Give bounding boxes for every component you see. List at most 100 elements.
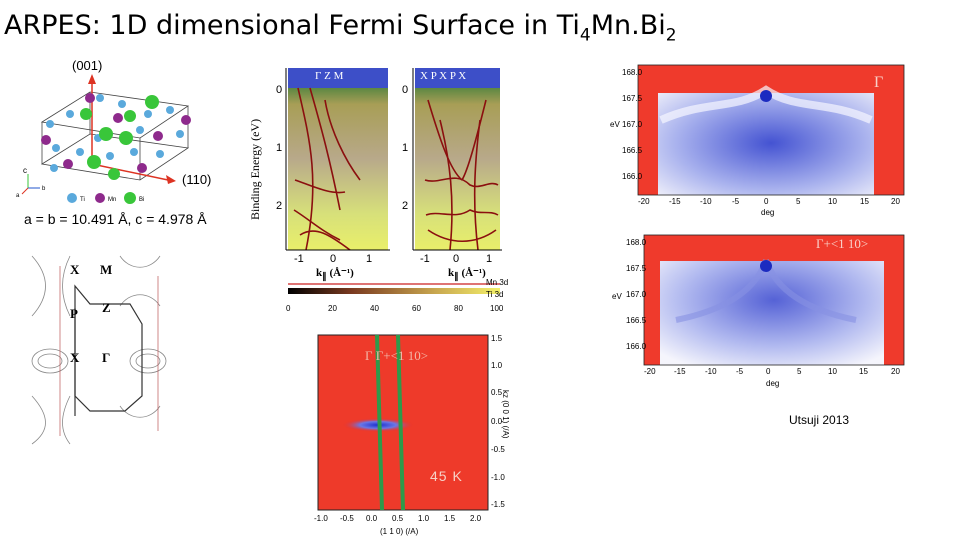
edc-bottom-yaxis: eV — [612, 292, 622, 301]
fermi-map-plot — [317, 334, 489, 511]
dispersion-figure: Binding Energy (eV) — [248, 60, 510, 330]
edc-bottom-ytick-3: 166.5 — [626, 316, 647, 325]
atom-mn — [41, 135, 51, 145]
atom-bi — [87, 155, 101, 169]
edc-top-xtick-1: -15 — [669, 197, 681, 206]
atom-ti — [176, 130, 184, 138]
atom-bi — [124, 110, 136, 122]
atom-ti — [118, 100, 126, 108]
atom-ti — [130, 148, 138, 156]
fm-xaxis-label: (1 1 0) (/A) — [380, 527, 419, 536]
fm-xtick-4: 1.0 — [418, 514, 430, 523]
xtick-left-1: 1 — [366, 253, 373, 265]
edc-top-xtick-2: -10 — [700, 197, 712, 206]
ytick-right-1: 1 — [402, 142, 409, 154]
fm-ytick-6: -1.5 — [491, 500, 505, 509]
edc-bottom-xtick-3: -5 — [736, 367, 744, 376]
ytick-left-2: 2 — [276, 200, 283, 212]
atom-mn — [113, 113, 123, 123]
lattice-constants: a = b = 10.491 Å, c = 4.978 Å — [24, 211, 207, 227]
atom-ti — [136, 126, 144, 134]
atom-bi — [119, 131, 133, 145]
edc-bottom-xtick-4: 0 — [766, 367, 771, 376]
legend-bi: Bi — [139, 197, 144, 203]
fm-yaxis-label: kz (0 0 1) (/A) — [501, 390, 510, 439]
atom-ti — [156, 150, 164, 158]
fm-ytick-1: 1.0 — [491, 361, 503, 370]
xlabel-left: k∥ (Å⁻¹) — [316, 267, 354, 282]
atom-ti — [52, 144, 60, 152]
bz-label-x2: X — [70, 350, 80, 365]
edc-top-plot — [637, 64, 905, 196]
fm-ytick-0: 1.5 — [491, 334, 503, 343]
credit: Utsuji 2013 — [789, 413, 850, 427]
edc-bottom-xtick-1: -15 — [674, 367, 686, 376]
fm-xtick-3: 0.5 — [392, 514, 404, 523]
edc-top-ytick-1: 167.5 — [622, 94, 643, 103]
edc-bottom-xtick-0: -20 — [644, 367, 656, 376]
xlabel-right: k∥ (Å⁻¹) — [448, 267, 486, 282]
atom-ti — [106, 152, 114, 160]
crystal-structure: (001) (110) c a b Ti Mn Bi a = b = 10.49… — [10, 56, 240, 234]
fm-xtick-1: -0.5 — [340, 514, 354, 523]
direction-110-label: (110) — [182, 172, 212, 187]
edc-top-xtick-8: 20 — [891, 197, 900, 206]
edc-bottom-xtick-8: 20 — [891, 367, 900, 376]
edc-bottom-xtick-2: -10 — [705, 367, 717, 376]
bz-label-p: P — [70, 306, 78, 321]
edc-bottom-ytick-0: 168.0 — [626, 238, 647, 247]
title-sub-ti: 4 — [579, 25, 591, 46]
edc-top-xtick-6: 10 — [828, 197, 837, 206]
bz-label-x1: X — [70, 262, 80, 277]
colorbar — [288, 288, 500, 294]
edc-top-xaxis: deg — [761, 208, 775, 217]
edc-map-bottom: Γ+<1 10> eV 168.0 167.5 167.0 166.5 166.… — [606, 230, 916, 395]
edc-bottom-xtick-7: 15 — [859, 367, 868, 376]
atom-ti — [50, 164, 58, 172]
axis-b: b — [42, 186, 46, 192]
edc-top-xtick-7: 15 — [860, 197, 869, 206]
axis-c: c — [23, 166, 27, 175]
ytick-left-1: 1 — [276, 142, 283, 154]
cb-tick-40: 40 — [370, 304, 379, 313]
edc-bottom-ytick-4: 166.0 — [626, 342, 647, 351]
fermi-surface-cut: X M P Z X Γ — [30, 246, 170, 446]
atom-ti — [166, 106, 174, 114]
edc-top-xtick-4: 0 — [764, 197, 769, 206]
cb-tick-100: 100 — [490, 304, 504, 313]
xtick-right-1: 1 — [486, 253, 493, 265]
xtick-left-m1: -1 — [294, 253, 304, 265]
temperature-label: 45 K — [430, 468, 463, 484]
unit-cell-drawing: c a b Ti Mn Bi — [16, 74, 191, 204]
fm-xtick-6: 2.0 — [470, 514, 482, 523]
legend-mn: Mn — [108, 197, 116, 203]
cb-tick-60: 60 — [412, 304, 421, 313]
cb-tick-0: 0 — [286, 304, 291, 313]
edc-top-label: Γ — [874, 74, 884, 91]
xtick-right-m1: -1 — [420, 253, 430, 265]
edc-bottom-ytick-1: 167.5 — [626, 264, 647, 273]
legend-ti: Ti — [80, 197, 85, 203]
fm-ytick-2: 0.5 — [491, 388, 503, 397]
edc-bottom-xtick-5: 5 — [797, 367, 802, 376]
xtick-right-0: 0 — [453, 253, 460, 265]
direction-001-label: (001) — [72, 58, 103, 73]
axis-a: a — [16, 193, 20, 199]
slide-title: ARPES: 1D dimensional Fermi Surface in T… — [4, 10, 677, 45]
legend-ti-3d: Ti 3d — [486, 290, 504, 299]
legend-mn-3d: Mn 3d — [486, 278, 509, 287]
edc-map-top: Γ eV 168.0 167.5 167.0 166.5 166.0 -20 -… — [606, 60, 916, 220]
edc-top-ytick-0: 168.0 — [622, 68, 643, 77]
atom-bi — [99, 127, 113, 141]
cb-tick-20: 20 — [328, 304, 337, 313]
atom-mn — [153, 131, 163, 141]
fm-ytick-3: 0.0 — [491, 417, 503, 426]
fm-xtick-0: -1.0 — [314, 514, 328, 523]
bz-label-z: Z — [102, 300, 111, 315]
ytick-right-0: 0 — [402, 84, 409, 96]
atom-ti — [46, 120, 54, 128]
fermi-map: Γ Γ+<1 10> 45 K 1.5 1.0 0.5 0.0 -0.5 -1.… — [310, 330, 530, 540]
atom-mn — [137, 163, 147, 173]
atom-ti — [144, 110, 152, 118]
bz-label-m: M — [100, 262, 113, 277]
